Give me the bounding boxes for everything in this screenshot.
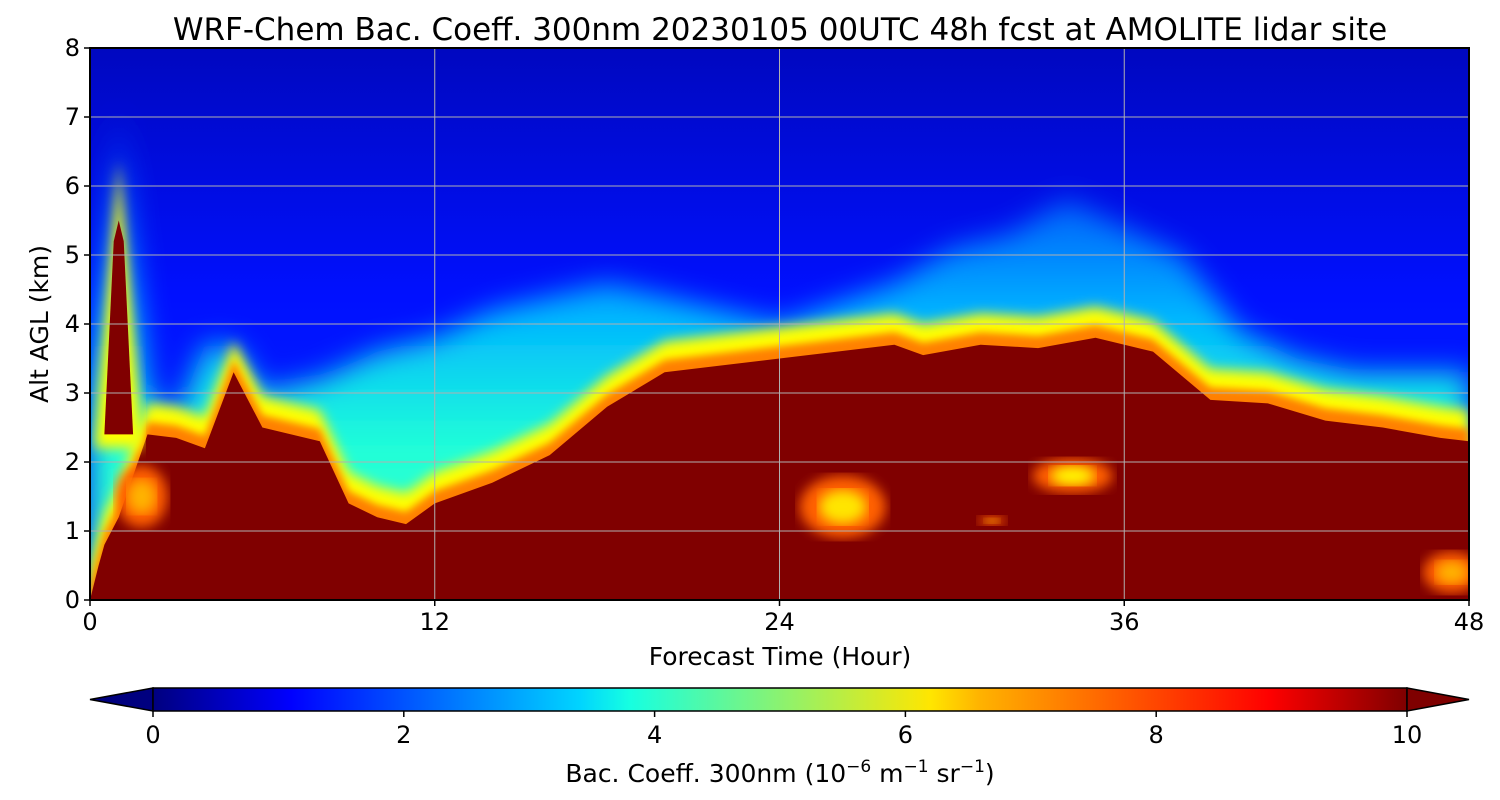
colorbar-tick-label: 4 <box>647 721 662 749</box>
y-tick-label: 8 <box>65 34 80 62</box>
x-tick-label: 24 <box>764 608 795 636</box>
y-tick-label: 6 <box>65 172 80 200</box>
colorbar-gradient <box>152 687 1408 712</box>
patch-core-1 <box>127 479 156 514</box>
patch-core-4 <box>984 517 1000 524</box>
colorbar-extend-low <box>89 687 154 712</box>
y-axis-label: Alt AGL (km) <box>25 245 54 403</box>
colorbar-tick-label: 2 <box>396 721 411 749</box>
x-tick-label: 12 <box>419 608 450 636</box>
x-tick-label: 36 <box>1109 608 1140 636</box>
y-tick-label: 5 <box>65 241 80 269</box>
features-layer <box>94 160 1469 594</box>
y-tick-label: 7 <box>65 103 80 131</box>
y-tick-label: 1 <box>65 517 80 545</box>
spike <box>104 220 134 435</box>
colorbar-tick-label: 0 <box>145 721 160 749</box>
y-axis: 0 1 2 3 4 5 6 7 8 <box>65 34 90 614</box>
patch-core-5 <box>1435 561 1468 584</box>
colorbar-extend-high <box>1406 687 1470 712</box>
patch-core-2 <box>819 489 867 524</box>
y-tick-label: 0 <box>65 586 80 614</box>
colorbar-label: Bac. Coeff. 300nm (10−6 m−1 sr−1) <box>565 757 994 788</box>
x-tick-label: 48 <box>1454 608 1485 636</box>
grid-layer <box>90 48 1469 600</box>
chart-title: WRF-Chem Bac. Coeff. 300nm 20230105 00UT… <box>173 12 1387 48</box>
x-axis-label: Forecast Time (Hour) <box>649 642 912 671</box>
y-tick-label: 2 <box>65 448 80 476</box>
patch-core-3 <box>1050 466 1095 486</box>
y-tick-label: 3 <box>65 379 80 407</box>
colorbar-tick-label: 6 <box>898 721 913 749</box>
x-tick-label: 0 <box>82 608 97 636</box>
colorbar-ticks: 0 2 4 6 8 10 <box>145 711 1422 749</box>
colorbar-tick-label: 10 <box>1392 721 1423 749</box>
x-axis: 0 12 24 36 48 <box>82 600 1484 636</box>
colorbar: 0 2 4 6 8 10 Bac. Coeff. 300nm (10−6 m−1 sr−1… <box>89 687 1470 788</box>
y-tick-label: 4 <box>65 310 80 338</box>
colorbar-tick-label: 8 <box>1149 721 1164 749</box>
